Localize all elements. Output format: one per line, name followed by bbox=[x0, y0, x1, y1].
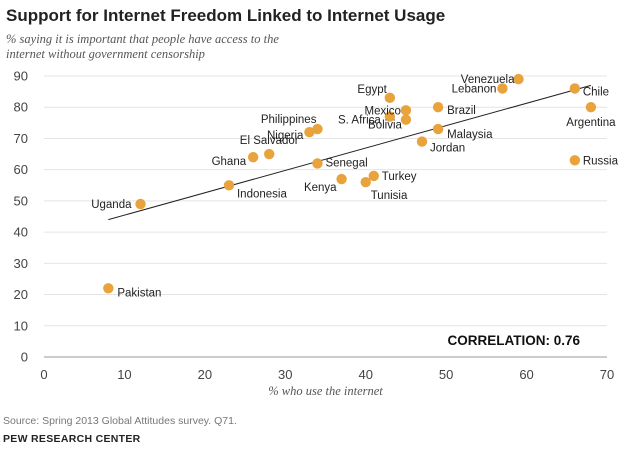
label-s-africa: S. Africa bbox=[338, 115, 381, 127]
y-tick-label: 0 bbox=[21, 350, 28, 365]
y-axis-ticks: 0 10 20 30 40 50 60 70 80 90 bbox=[14, 69, 28, 365]
y-tick-label: 70 bbox=[14, 131, 28, 146]
point-mexico bbox=[400, 105, 412, 116]
point-malaysia bbox=[432, 123, 444, 135]
data-points bbox=[103, 73, 597, 294]
label-el-salvador: El Salvador bbox=[240, 135, 299, 147]
label-mexico: Mexico bbox=[364, 105, 400, 117]
point-russia bbox=[569, 155, 581, 166]
label-jordan: Jordan bbox=[430, 143, 465, 155]
x-tick-label: 50 bbox=[439, 367, 453, 382]
y-tick-label: 20 bbox=[14, 287, 28, 302]
point-kenya bbox=[336, 173, 347, 185]
chart-title: Support for Internet Freedom Linked to I… bbox=[6, 6, 446, 25]
x-axis-ticks: 0 10 20 30 40 50 60 70 bbox=[40, 367, 614, 382]
label-lebanon: Lebanon bbox=[452, 83, 497, 95]
x-tick-label: 30 bbox=[278, 367, 292, 382]
point-egypt bbox=[384, 92, 396, 104]
label-nigeria: Nigeria bbox=[267, 130, 304, 142]
label-bolivia: Bolivia bbox=[368, 120, 402, 132]
trend-line bbox=[108, 84, 592, 221]
x-tick-label: 20 bbox=[198, 367, 212, 382]
point-pakistan bbox=[103, 283, 114, 294]
point-bolivia bbox=[400, 114, 412, 125]
scatter-chart: 0 10 20 30 40 50 60 70 80 90 0 10 20 30 40 50 60 70 Paki… bbox=[14, 69, 619, 399]
point-brazil bbox=[432, 102, 444, 113]
x-tick-label: 60 bbox=[519, 367, 533, 382]
y-tick-label: 80 bbox=[14, 100, 28, 115]
y-tick-label: 10 bbox=[14, 318, 28, 333]
point-ghana bbox=[247, 151, 259, 163]
org-name: PEW RESEARCH CENTER bbox=[3, 433, 141, 445]
x-tick-label: 70 bbox=[600, 367, 614, 382]
point-lebanon bbox=[497, 83, 508, 94]
point-uganda bbox=[135, 198, 146, 210]
point-chile bbox=[569, 83, 581, 94]
label-malaysia: Malaysia bbox=[447, 129, 493, 141]
point-el-salvador bbox=[264, 148, 275, 160]
point-argentina bbox=[585, 102, 597, 113]
chart-subtitle: % saying it is important that people hav… bbox=[6, 32, 279, 61]
label-russia: Russia bbox=[583, 155, 619, 167]
y-tick-label: 90 bbox=[14, 69, 28, 84]
point-senegal bbox=[312, 158, 323, 169]
label-brazil: Brazil bbox=[447, 105, 476, 117]
label-senegal: Senegal bbox=[325, 157, 367, 169]
label-tunisia: Tunisia bbox=[371, 190, 408, 202]
label-philippines: Philippines bbox=[261, 114, 317, 126]
y-tick-label: 30 bbox=[14, 256, 28, 271]
label-venezuela: Venezuela bbox=[461, 74, 515, 86]
point-venezuela bbox=[513, 73, 524, 85]
point-turkey bbox=[368, 170, 379, 182]
label-argentina: Argentina bbox=[566, 117, 616, 129]
x-tick-label: 10 bbox=[117, 367, 131, 382]
label-kenya: Kenya bbox=[304, 182, 337, 194]
y-tick-label: 40 bbox=[14, 225, 28, 240]
point-indonesia bbox=[223, 180, 235, 191]
y-tick-label: 50 bbox=[14, 193, 28, 208]
x-axis-label: % who use the internet bbox=[268, 384, 383, 398]
point-tunisia bbox=[360, 176, 371, 188]
source-note: Source: Spring 2013 Global Attitudes sur… bbox=[3, 415, 237, 427]
point-philippines bbox=[312, 123, 323, 135]
label-uganda: Uganda bbox=[91, 199, 132, 211]
label-turkey: Turkey bbox=[382, 171, 417, 183]
y-tick-label: 60 bbox=[14, 162, 28, 177]
label-egypt: Egypt bbox=[357, 84, 387, 96]
x-tick-label: 0 bbox=[40, 367, 47, 382]
correlation-annotation: CORRELATION: 0.76 bbox=[447, 333, 580, 348]
point-s-africa bbox=[384, 111, 396, 122]
point-labels: Pakistan Uganda Indonesia Ghana El SalvadorN… bbox=[91, 74, 618, 299]
point-nigeria bbox=[304, 127, 315, 138]
gridlines bbox=[44, 75, 607, 358]
x-tick-label: 40 bbox=[358, 367, 372, 382]
label-indonesia: Indonesia bbox=[237, 188, 287, 200]
label-ghana: Ghana bbox=[212, 156, 247, 168]
label-chile: Chile bbox=[583, 86, 609, 98]
point-jordan bbox=[416, 136, 428, 147]
label-pakistan: Pakistan bbox=[117, 287, 161, 299]
